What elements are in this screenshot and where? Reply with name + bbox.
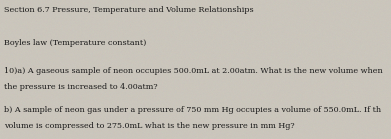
- Text: b) A sample of neon gas under a pressure of 750 mm Hg occupies a volume of 550.0: b) A sample of neon gas under a pressure…: [4, 106, 381, 114]
- Text: Boyles law (Temperature constant): Boyles law (Temperature constant): [4, 39, 146, 47]
- Text: 10)a) A gaseous sample of neon occupies 500.0mL at 2.00atm. What is the new volu: 10)a) A gaseous sample of neon occupies …: [4, 67, 383, 75]
- Text: Section 6.7 Pressure, Temperature and Volume Relationships: Section 6.7 Pressure, Temperature and Vo…: [4, 6, 253, 14]
- Text: the pressure is increased to 4.00atm?: the pressure is increased to 4.00atm?: [4, 83, 158, 91]
- Text: volume is compressed to 275.0mL what is the new pressure in mm Hg?: volume is compressed to 275.0mL what is …: [4, 122, 294, 130]
